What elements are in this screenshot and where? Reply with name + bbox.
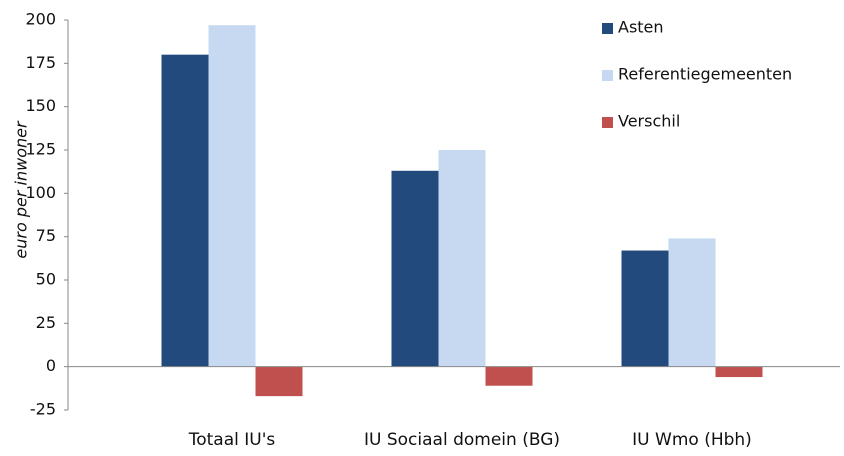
y-tick-label: 200 [25,10,56,29]
bar [255,366,303,397]
y-tick-label: 0 [46,356,56,375]
x-tick-label: Totaal IU's [188,430,276,450]
y-tick-label: 75 [36,226,56,245]
y-tick-label: 100 [25,183,56,202]
bar [208,25,256,367]
bar [485,366,533,386]
legend-swatch [602,117,613,128]
y-tick-label: 150 [25,96,56,115]
y-tick-label: 125 [25,140,56,159]
legend-swatch [602,70,613,81]
y-axis-label: euro per inwoner [12,120,31,259]
bar [621,250,669,367]
bar [438,150,486,367]
y-tick-label: 175 [25,53,56,72]
y-tick-label: 25 [36,313,56,332]
bar [161,54,209,367]
legend-label: Verschil [618,112,680,131]
x-tick-label: IU Sociaal domein (BG) [364,430,560,450]
y-tick-label: -25 [30,400,56,419]
bar [668,238,716,367]
x-tick-label: IU Wmo (Hbh) [632,430,752,450]
legend-label: Referentiegemeenten [618,65,792,84]
bar [391,170,439,367]
bar [715,366,763,378]
legend-swatch [602,23,613,34]
y-tick-label: 50 [36,270,56,289]
legend-label: Asten [618,18,664,37]
